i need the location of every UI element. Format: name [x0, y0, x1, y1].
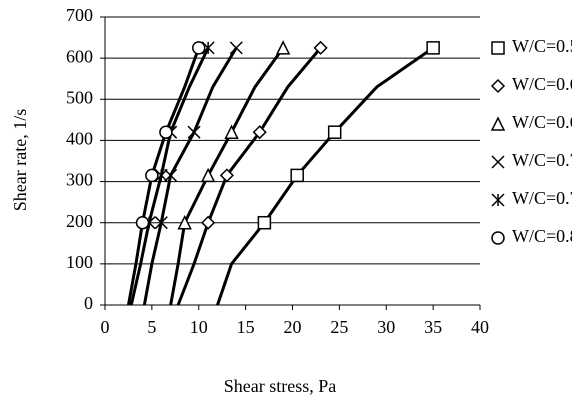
x-tick-label: 10 [190, 317, 208, 337]
x-tick-label: 0 [101, 317, 110, 337]
marker [145, 168, 159, 183]
x-tick-label: 20 [284, 317, 302, 337]
y-tick-label: 600 [66, 46, 93, 66]
legend-label: W/C=0.55 [512, 36, 572, 56]
marker [290, 168, 304, 183]
marker [192, 41, 206, 55]
marker [252, 125, 267, 140]
legend-marker [490, 78, 506, 94]
marker [187, 125, 201, 139]
y-tick-label: 300 [66, 170, 93, 190]
y-tick-label: 700 [66, 5, 93, 25]
marker [201, 215, 216, 230]
legend-label: W/C=0.80 [512, 226, 572, 246]
marker [135, 215, 150, 230]
y-tick-label: 200 [66, 211, 93, 231]
x-tick-label: 25 [330, 317, 348, 337]
y-tick-label: 100 [66, 252, 93, 272]
marker [426, 41, 440, 55]
marker [229, 41, 243, 55]
y-tick-label: 0 [84, 293, 93, 313]
legend-marker [491, 231, 505, 245]
marker [219, 168, 234, 183]
legend-label: W/C=0.60 [512, 74, 572, 94]
marker [177, 215, 192, 230]
legend-label: W/C=0.70 [512, 150, 572, 170]
legend-label: W/C=0.75 [512, 188, 572, 208]
legend-label: W/C=0.65 [512, 112, 572, 132]
marker [200, 167, 216, 183]
legend-marker [490, 116, 506, 131]
x-tick-label: 35 [424, 317, 442, 337]
marker [313, 40, 328, 55]
marker [275, 40, 291, 55]
y-tick-label: 500 [66, 87, 93, 107]
y-tick-label: 400 [66, 129, 93, 149]
x-tick-label: 5 [147, 317, 156, 337]
x-axis-label: Shear stress, Pa [224, 376, 336, 396]
legend-marker [491, 155, 505, 169]
marker [257, 215, 272, 230]
y-axis-label: Shear rate, 1/s [10, 109, 30, 211]
legend-marker [491, 193, 505, 207]
marker [154, 216, 168, 230]
x-tick-label: 30 [377, 317, 395, 337]
marker [224, 124, 239, 139]
legend-marker [491, 41, 505, 55]
marker [164, 168, 178, 182]
x-tick-label: 15 [237, 317, 255, 337]
x-tick-label: 40 [471, 317, 489, 337]
marker [327, 125, 342, 139]
curve [216, 46, 434, 306]
marker [159, 125, 173, 139]
